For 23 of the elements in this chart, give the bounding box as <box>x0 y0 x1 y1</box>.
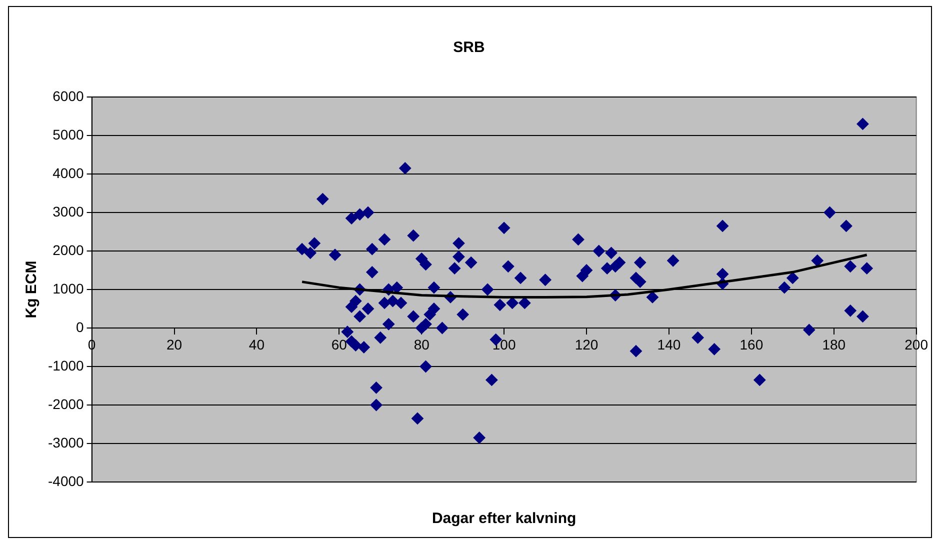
y-tick-label: -4000 <box>48 472 84 489</box>
y-tick-label: -3000 <box>48 434 84 450</box>
x-tick-label: 180 <box>822 336 846 352</box>
x-tick-label: 200 <box>904 336 928 352</box>
y-tick-label: -1000 <box>48 357 84 374</box>
y-tick-label: -2000 <box>48 396 84 412</box>
x-tick-label: 60 <box>331 336 348 352</box>
y-axis-title: Kg ECM <box>23 260 40 318</box>
y-tick-label: 2000 <box>52 242 84 258</box>
y-tick-label: 0 <box>76 318 84 335</box>
x-tick-label: 80 <box>414 336 430 352</box>
x-tick-label: 20 <box>166 336 182 352</box>
y-tick-label: 5000 <box>52 126 84 142</box>
x-tick-label: 140 <box>657 336 681 352</box>
x-tick-label: 120 <box>574 336 598 352</box>
y-tick-label: 3000 <box>52 203 84 220</box>
x-axis-title: Dagar efter kalvning <box>432 510 576 528</box>
x-tick-label: 160 <box>740 336 764 352</box>
y-tick-label: 1000 <box>52 280 84 296</box>
y-tick-label: 4000 <box>52 164 84 181</box>
chart-title: SRB <box>453 39 485 56</box>
y-tick-label: 6000 <box>52 88 84 104</box>
x-tick-label: 40 <box>248 336 265 352</box>
